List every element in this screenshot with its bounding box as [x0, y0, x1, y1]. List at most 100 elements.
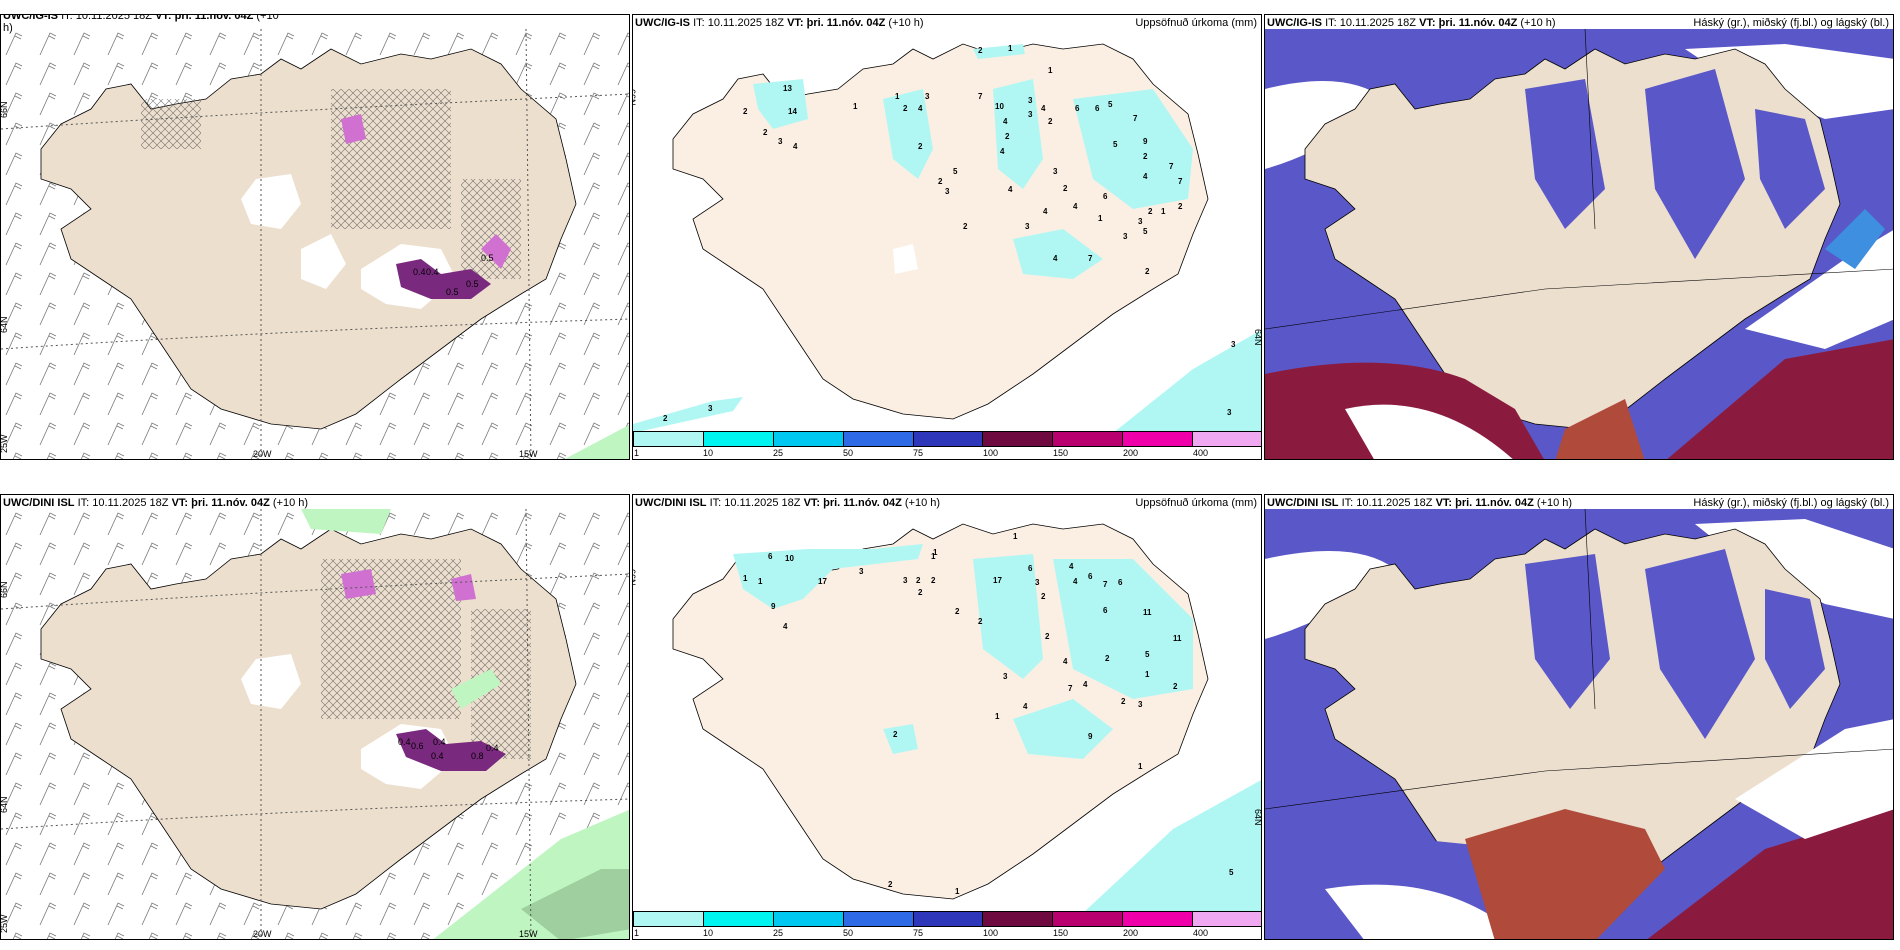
- precip-value: 4: [1003, 117, 1008, 126]
- precip-value: 13: [783, 84, 792, 93]
- legend-tick: 10: [703, 928, 714, 938]
- precip-value: 3: [1227, 408, 1232, 417]
- precip-value: 7: [1178, 177, 1183, 186]
- precip-value: 2: [1145, 267, 1150, 276]
- lat-label: 66N: [633, 89, 637, 106]
- precip-value: 2: [1121, 697, 1126, 706]
- precip-value: 11: [1143, 608, 1152, 617]
- wind-panel-row2: UWC/DINI ISL IT: 10.11.2025 18Z VT: þri.…: [0, 494, 630, 940]
- precip-value: 6: [1103, 192, 1108, 201]
- cloud-title-row2: UWC/DINI ISL IT: 10.11.2025 18Z VT: þri.…: [1267, 497, 1573, 509]
- precip-value: 3: [778, 137, 783, 146]
- cloud-map-row1: [1265, 29, 1893, 459]
- legend-swatch: [634, 432, 704, 446]
- lon-label: 15W: [519, 929, 538, 939]
- precip-value: 6: [1075, 104, 1080, 113]
- precip-map-row1: 2 1 1 13 2 14 2 3 4 1 1 2 4 3 7 10 4 3 4…: [633, 43, 1261, 433]
- precip-value: 1: [853, 102, 858, 111]
- precip-value: 3: [1053, 167, 1058, 176]
- legend-tick: 25: [773, 928, 784, 938]
- precip-value: 3: [1028, 96, 1033, 105]
- legend-swatch: [773, 432, 844, 446]
- cloud-title-row1: UWC/IG-IS IT: 10.11.2025 18Z VT: þri. 11…: [1267, 17, 1556, 29]
- lat-label: 64N: [1, 796, 9, 813]
- precip-value: 1: [1145, 670, 1150, 679]
- legend-swatch: [703, 432, 774, 446]
- precip-value: 2: [1063, 184, 1068, 193]
- precip-value: 2: [1045, 632, 1050, 641]
- precip-value: 6: [1088, 572, 1093, 581]
- precip-value: 1: [758, 577, 763, 586]
- legend-tick: 200: [1123, 928, 1139, 938]
- wind-title-row2: UWC/DINI ISL IT: 10.11.2025 18Z VT: þri.…: [3, 497, 309, 509]
- precip-value: 5: [1145, 650, 1150, 659]
- precip-value: 11: [1173, 634, 1182, 643]
- precip-value: 3: [859, 567, 864, 576]
- cloud-panel-row1: UWC/IG-IS IT: 10.11.2025 18Z VT: þri. 11…: [1264, 14, 1894, 460]
- precip-value: 1: [1013, 532, 1018, 541]
- precip-subtitle-row2: Uppsöfnuð úrkoma (mm): [1135, 497, 1257, 509]
- precip-value: 5: [953, 167, 958, 176]
- lon-label: 20W: [253, 449, 272, 459]
- legend-tick: 75: [913, 448, 924, 458]
- legend-swatch: [1123, 432, 1194, 446]
- cloud-panel-row2: UWC/DINI ISL IT: 10.11.2025 18Z VT: þri.…: [1264, 494, 1894, 940]
- precip-title-row1: UWC/IG-IS IT: 10.11.2025 18Z VT: þri. 11…: [635, 17, 924, 29]
- precip-value: 2: [1143, 152, 1148, 161]
- lat-label: 66N: [1, 581, 9, 598]
- wind-label: 0.4: [486, 743, 499, 753]
- legend-tick: 150: [1053, 448, 1069, 458]
- lon-label: 15W: [519, 449, 538, 459]
- wind-label: 0.5: [481, 253, 494, 263]
- legend-swatch: [983, 432, 1054, 446]
- precip-blob: [396, 729, 506, 771]
- precip-value: 5: [1143, 227, 1148, 236]
- legend-swatch: [1053, 912, 1124, 926]
- precip-value: 3: [1003, 672, 1008, 681]
- precip-value: 4: [783, 622, 788, 631]
- precip-value: 2: [1173, 682, 1178, 691]
- wind-label: 0.4: [433, 737, 446, 747]
- precip-subtitle-row1: Uppsöfnuð úrkoma (mm): [1135, 17, 1257, 29]
- precip-value: 3: [1035, 578, 1040, 587]
- legend-swatch: [1123, 912, 1194, 926]
- precip-blob: [396, 259, 491, 299]
- legend-swatch: [913, 912, 984, 926]
- precip-value: 3: [708, 404, 713, 413]
- precip-title-row2: UWC/DINI ISL IT: 10.11.2025 18Z VT: þri.…: [635, 497, 941, 509]
- legend-tick: 100: [983, 928, 999, 938]
- legend-tick: 1: [634, 928, 640, 938]
- precip-value: 6: [1118, 578, 1123, 587]
- legend-swatch: [1193, 432, 1261, 446]
- precip-value: 1: [1008, 44, 1013, 53]
- cloud-map-row2: [1265, 509, 1893, 939]
- precip-value: 2: [963, 222, 968, 231]
- precip-value: 2: [888, 880, 893, 889]
- precip-value: 6: [1103, 606, 1108, 615]
- precip-value: 1: [1098, 214, 1103, 223]
- precip-value: 4: [793, 142, 798, 151]
- precip-value: 6: [1028, 564, 1033, 573]
- precip-value: 4: [1008, 185, 1013, 194]
- precip-value: 2: [1105, 654, 1110, 663]
- wind-label: 0.4: [413, 267, 426, 277]
- legend-swatch: [773, 912, 844, 926]
- precip-value: 17: [993, 576, 1002, 585]
- precip-value: 3: [1123, 232, 1128, 241]
- precip-value: 4: [1000, 147, 1005, 156]
- precip-value: 4: [1023, 702, 1028, 711]
- precip-value: 4: [1063, 657, 1068, 666]
- precip-value: 2: [1148, 207, 1153, 216]
- precip-value: 7: [1068, 684, 1073, 693]
- legend-swatch: [703, 912, 774, 926]
- precip-value: 10: [785, 554, 794, 563]
- precip-value: 4: [918, 104, 923, 113]
- precip-value: 4: [1069, 562, 1074, 571]
- precip-value: 7: [1088, 254, 1093, 263]
- legend-swatch: [1053, 432, 1124, 446]
- lat-label: 64N: [1253, 809, 1262, 826]
- lat-label: 66N: [633, 569, 637, 586]
- precip-panel-row2: UWC/DINI ISL IT: 10.11.2025 18Z VT: þri.…: [632, 494, 1262, 940]
- cloud-subtitle-row2: Háský (gr.), miðský (fj.bl.) og lágský (…: [1693, 497, 1889, 509]
- precip-value: 2: [663, 414, 668, 423]
